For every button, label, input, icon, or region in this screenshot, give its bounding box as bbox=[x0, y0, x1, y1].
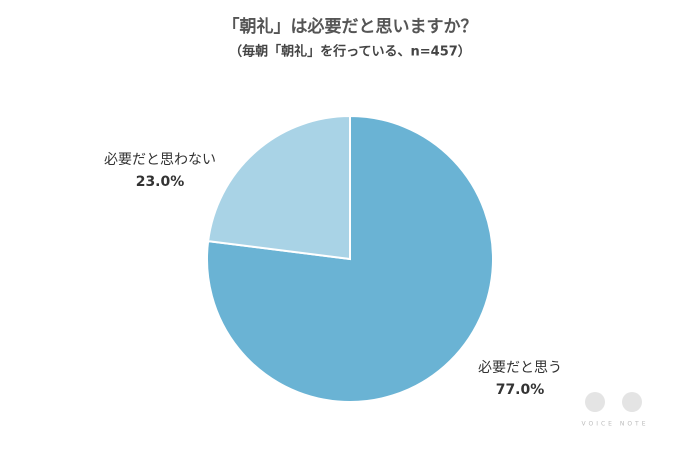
pie-slice bbox=[206, 114, 494, 403]
watermark: VOICE NOTE bbox=[581, 421, 648, 428]
slice-label: 必要だと思う bbox=[478, 360, 562, 376]
slice-value-label: 77.0% bbox=[496, 382, 545, 398]
slice-value-label: 23.0% bbox=[136, 174, 185, 190]
slice-label: 必要だと思わない bbox=[104, 152, 216, 168]
pie-slice bbox=[207, 114, 351, 261]
watermark-logo: VOICE NOTE bbox=[581, 392, 648, 428]
chart-subtitle: （毎朝「朝礼」を行っている、n=457） bbox=[229, 44, 471, 60]
chart-title: 「朝礼」は必要だと思いますか？ bbox=[223, 16, 478, 37]
